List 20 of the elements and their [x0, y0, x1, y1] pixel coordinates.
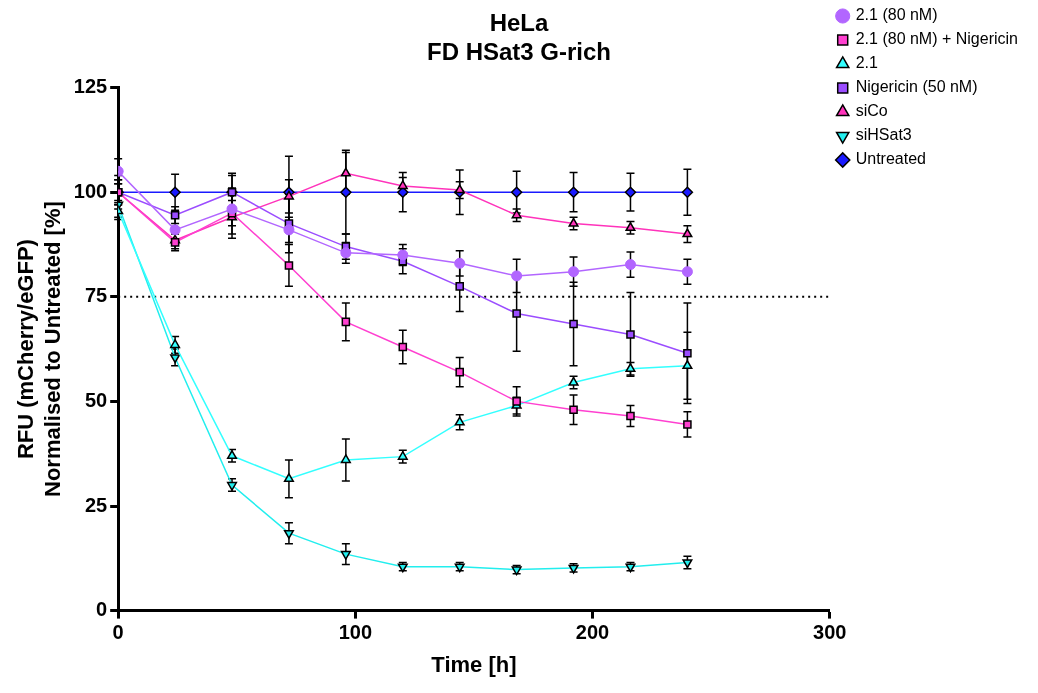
legend-label: Nigericin (50 nM)	[855, 78, 978, 96]
x-tick-label: 200	[575, 621, 610, 644]
legend-label: Untreated	[855, 150, 926, 168]
y-tick-label: 75	[84, 284, 108, 307]
x-tick-label: 100	[338, 621, 373, 644]
chart-title: HeLa FD HSat3 G-rich	[426, 9, 612, 65]
y-tick-label: 0	[96, 598, 108, 621]
legend-label: 2.1 (80 nM) + Nigericin	[855, 30, 1019, 48]
legend-label: siHSat3	[855, 126, 912, 144]
x-axis-title: Time [h]	[431, 651, 517, 677]
x-tick-label: 300	[813, 621, 847, 644]
y-tick-label: 50	[84, 388, 108, 411]
legend-label: siCo	[855, 102, 888, 120]
y-tick-label: 125	[73, 75, 108, 98]
y-axis-title: RFU (mCherry/eGFP) Normalised to Untreated [%]	[13, 201, 65, 498]
y-tick-label: 100	[73, 179, 108, 202]
legend-label: 2.1	[855, 54, 879, 72]
legend-label: 2.1 (80 nM)	[855, 6, 938, 24]
y-tick-label: 25	[84, 493, 108, 516]
x-tick-label: 0	[112, 621, 124, 644]
